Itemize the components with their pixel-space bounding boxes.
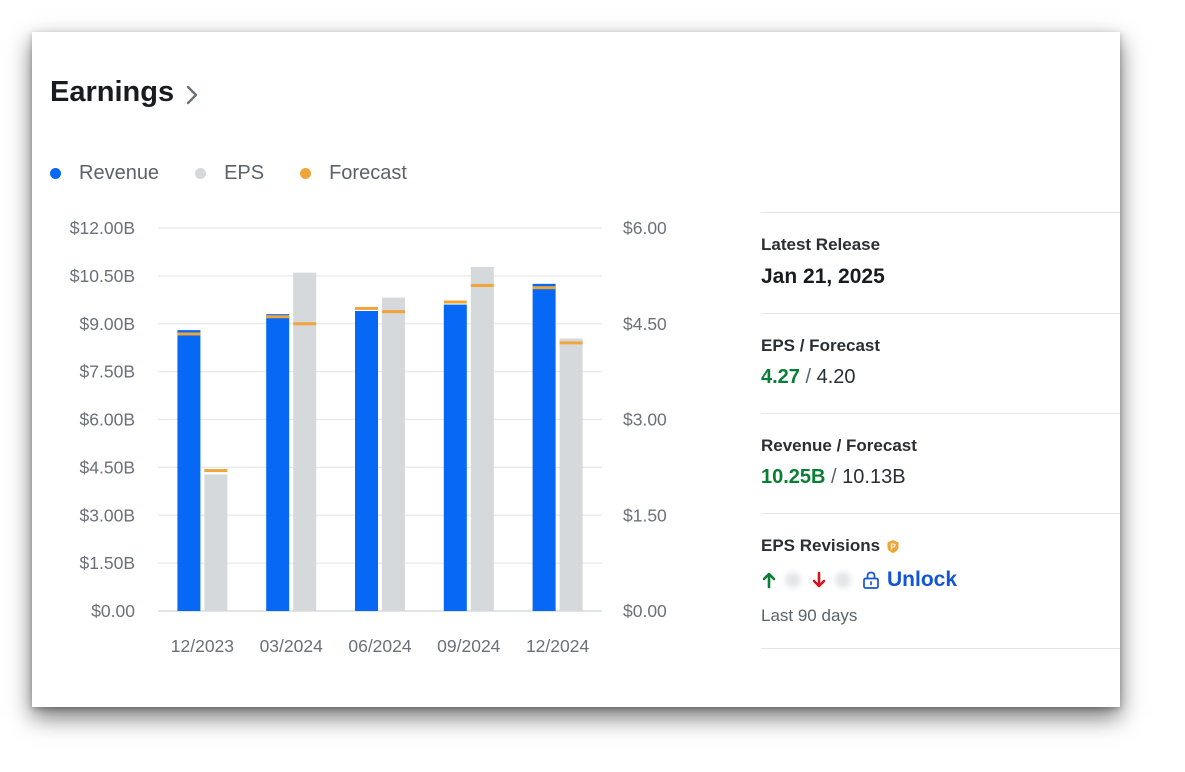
x-axis-tick-label: 12/2023 — [171, 636, 234, 656]
eps-forecast-marker — [204, 469, 228, 473]
eps-bar — [559, 338, 583, 611]
eps-bar — [293, 272, 317, 611]
revenue-forecast-marker — [177, 332, 201, 336]
legend-label: Revenue — [79, 162, 160, 184]
chart-legend: Revenue EPS Forecast — [50, 162, 443, 185]
eps-revisions-label: EPS Revisions — [761, 536, 881, 555]
x-axis-tick-label: 03/2024 — [260, 636, 324, 656]
divider — [761, 413, 1120, 414]
eps-revisions-row: Unlock — [761, 568, 1120, 592]
divider — [761, 513, 1120, 514]
eps-bar — [470, 266, 494, 611]
page-title[interactable]: Earnings — [50, 76, 175, 108]
x-axis-tick-label: 09/2024 — [437, 636, 501, 656]
revenue-actual: 10.25B — [761, 466, 826, 488]
eps-forecast-value: 4.27 / 4.20 — [761, 366, 1120, 389]
right-axis-tick-label: $1.50 — [623, 505, 667, 525]
revenue-forecast-marker — [266, 315, 290, 319]
lock-icon[interactable] — [861, 570, 881, 590]
latest-release-section: Latest Release Jan 21, 2025 — [761, 213, 1120, 313]
revisions-period: Last 90 days — [761, 606, 858, 625]
revenue-bar — [532, 283, 556, 611]
earnings-summary-panel: Latest Release Jan 21, 2025 EPS / Foreca… — [761, 212, 1120, 649]
eps-revisions-section: EPS Revisions P — [761, 514, 1120, 648]
right-axis-tick-label: $6.00 — [623, 218, 667, 238]
revenue-bar — [443, 304, 467, 611]
legend-swatch — [50, 168, 61, 179]
left-axis-tick-label: $10.50B — [70, 266, 135, 286]
legend-label: Forecast — [329, 162, 407, 184]
earnings-chart: $12.00B $10.50B $9.00B $7.50B $6.00B $4.50B $3… — [70, 218, 667, 656]
revenue-forecast-marker — [355, 306, 378, 310]
left-axis-tick-label: $12.00B — [70, 218, 135, 238]
revenue-forecast-marker — [532, 286, 556, 290]
eps-bar — [204, 474, 228, 611]
revenue-forecast-value: 10.25B / 10.13B — [761, 466, 1120, 489]
latest-release-value: Jan 21, 2025 — [761, 265, 885, 288]
left-axis-tick-label: $1.50B — [80, 553, 135, 573]
separator: / — [799, 366, 817, 388]
divider — [761, 313, 1120, 314]
divider — [761, 212, 1120, 213]
revenue-bar — [355, 310, 378, 611]
left-axis-tick-label: $4.50B — [80, 457, 135, 477]
left-axis-tick-label: $0.00 — [91, 601, 135, 621]
left-axis-tick-label: $6.00B — [80, 410, 135, 430]
latest-release-label: Latest Release — [761, 235, 881, 254]
right-axis-tick-label: $3.00 — [623, 410, 667, 430]
legend-item-forecast[interactable]: Forecast — [300, 162, 407, 185]
revenue-forecast: 10.13B — [842, 466, 906, 488]
legend-swatch — [300, 168, 312, 179]
unlock-link[interactable]: Unlock — [861, 568, 957, 592]
revenue-bar — [266, 314, 290, 611]
eps-forecast-marker — [470, 283, 494, 287]
eps-forecast-marker — [382, 310, 405, 314]
revenue-forecast-label: Revenue / Forecast — [761, 436, 917, 455]
legend-item-revenue[interactable]: Revenue — [50, 162, 159, 185]
x-axis-tick-label: 12/2024 — [526, 636, 590, 656]
revenue-bar — [177, 330, 201, 611]
eps-forecast-label: EPS / Forecast — [761, 336, 881, 355]
svg-text:P: P — [890, 542, 896, 551]
unlock-label[interactable]: Unlock — [887, 568, 958, 591]
blurred-value — [785, 572, 801, 588]
left-axis-tick-label: $3.00B — [80, 505, 135, 525]
arrow-up-icon — [762, 572, 776, 589]
left-axis-tick-label: $9.00B — [80, 314, 135, 334]
eps-forecast: 4.20 — [816, 366, 856, 388]
eps-bar — [382, 297, 405, 611]
earnings-card: Earnings Revenue EPS Forecast $12.00B $10… — [32, 32, 1120, 707]
eps-forecast-section: EPS / Forecast 4.27 / 4.20 — [761, 314, 1120, 413]
revenue-forecast-marker — [443, 300, 467, 304]
blurred-value — [835, 572, 851, 588]
pro-badge-icon: P — [887, 539, 899, 553]
eps-revisions-header: EPS Revisions P — [761, 536, 1120, 556]
eps-forecast-marker — [559, 341, 583, 345]
legend-swatch — [195, 168, 207, 179]
divider — [761, 648, 1120, 649]
right-axis-tick-label: $0.00 — [623, 601, 667, 621]
revenue-forecast-section: Revenue / Forecast 10.25B / 10.13B — [761, 414, 1120, 513]
eps-forecast-marker — [293, 322, 317, 326]
x-axis-tick-label: 06/2024 — [348, 636, 412, 656]
legend-label: EPS — [224, 162, 265, 184]
arrow-down-icon — [812, 571, 826, 588]
chevron-right-icon[interactable] — [186, 84, 199, 106]
left-axis-tick-label: $7.50B — [80, 362, 135, 382]
right-axis-tick-label: $4.50 — [623, 314, 667, 334]
separator: / — [825, 466, 843, 488]
earnings-header[interactable]: Earnings — [50, 76, 199, 109]
legend-item-eps[interactable]: EPS — [195, 162, 264, 185]
eps-actual: 4.27 — [761, 366, 800, 388]
